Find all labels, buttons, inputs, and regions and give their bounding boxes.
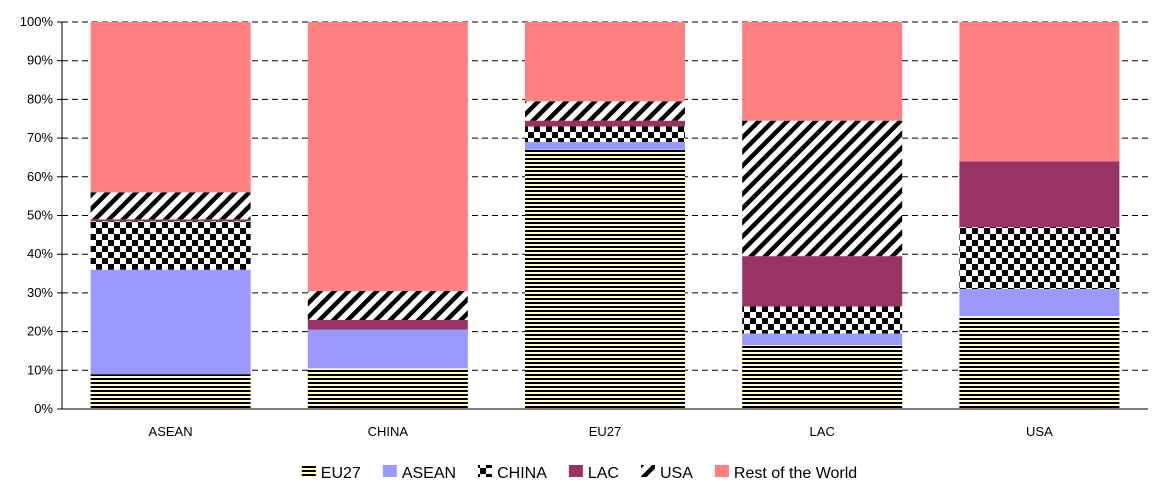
bar-segment-china-rest-of-the-world <box>307 22 468 291</box>
legend-item-asean: ASEAN <box>382 465 456 482</box>
bar-segment-asean-china <box>90 221 251 270</box>
legend-label: CHINA <box>497 465 547 482</box>
x-tick-label: LAC <box>810 424 835 439</box>
bar-segment-eu27-usa <box>525 101 685 121</box>
bar-segment-china-eu27 <box>307 368 468 409</box>
x-tick-label: ASEAN <box>149 424 193 439</box>
y-tick-label: 60% <box>27 169 53 184</box>
y-tick-label: 30% <box>27 285 53 300</box>
legend-swatch <box>478 465 493 477</box>
legend-label: Rest of the World <box>734 465 857 482</box>
bar-segment-lac-rest-of-the-world <box>742 22 903 121</box>
bar-segment-asean-lac <box>90 219 251 222</box>
bar-segment-asean-rest-of-the-world <box>90 22 251 193</box>
bar-segment-china-lac <box>307 319 468 330</box>
bar-segment-lac-china <box>742 306 903 334</box>
bar-segment-eu27-lac <box>525 120 685 127</box>
y-tick-label: 70% <box>27 130 53 145</box>
legend-label: EU27 <box>321 465 361 482</box>
legend-swatch <box>568 465 583 477</box>
x-tick-label: USA <box>1026 424 1053 439</box>
y-tick-label: 90% <box>27 53 53 68</box>
bar-segment-china-usa <box>307 290 468 320</box>
bar-segment-usa-china <box>959 227 1120 290</box>
y-tick-label: 20% <box>27 324 53 339</box>
bar-segment-lac-asean <box>742 333 903 346</box>
bar-segment-lac-usa <box>742 120 903 257</box>
bar-segment-usa-asean <box>959 289 1120 317</box>
legend-item-usa: USA <box>640 465 693 482</box>
bar-segment-china-asean <box>307 329 468 369</box>
legend-label: ASEAN <box>402 465 456 482</box>
bar-segment-eu27-rest-of-the-world <box>525 22 685 102</box>
x-tick-label: CHINA <box>368 424 409 439</box>
legend-label: LAC <box>588 465 619 482</box>
bar-segment-asean-usa <box>90 192 251 220</box>
bar-segment-asean-eu27 <box>90 374 251 409</box>
legend-item-eu27: EU27 <box>301 465 361 482</box>
legend-swatch <box>382 465 397 477</box>
y-tick-label: 80% <box>27 91 53 106</box>
y-tick-label: 10% <box>27 362 53 377</box>
y-tick-label: 0% <box>34 401 53 416</box>
bar-segment-eu27-china <box>525 126 685 142</box>
y-tick-label: 50% <box>27 208 53 223</box>
y-tick-label: 100% <box>20 14 54 29</box>
legend-item-china: CHINA <box>478 465 547 482</box>
bar-segment-usa-eu27 <box>959 316 1120 409</box>
legend-item-lac: LAC <box>568 465 619 482</box>
legend-label: USA <box>660 465 693 482</box>
legend-swatch <box>640 465 655 477</box>
bar-segment-lac-lac <box>742 256 903 307</box>
bar-segment-lac-eu27 <box>742 345 903 409</box>
legend-swatch <box>714 465 729 477</box>
bar-segment-asean-asean <box>90 269 251 375</box>
legend-item-rest-of-the-world: Rest of the World <box>714 465 857 482</box>
y-tick-label: 40% <box>27 246 53 261</box>
bar-segment-eu27-asean <box>525 141 685 150</box>
bar-segment-usa-lac <box>959 161 1120 228</box>
legend-swatch <box>301 465 316 477</box>
x-tick-label: EU27 <box>589 424 622 439</box>
bar-segment-usa-rest-of-the-world <box>959 22 1120 162</box>
bar-segment-eu27-eu27 <box>525 149 685 409</box>
